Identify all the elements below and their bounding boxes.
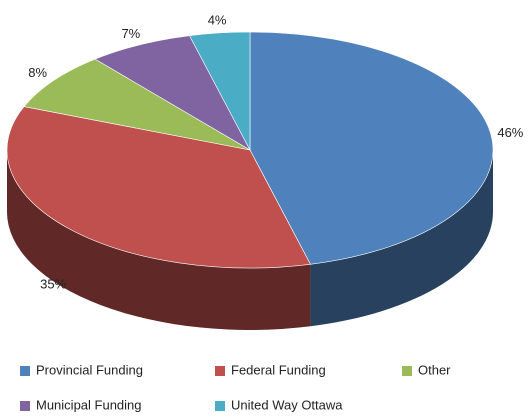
data-label: 8% (28, 65, 47, 80)
data-label: 35% (40, 276, 66, 291)
legend-swatch (215, 401, 225, 411)
slice-side (7, 150, 311, 330)
data-label: 46% (497, 125, 523, 140)
data-label: 4% (208, 13, 227, 28)
slice (23, 58, 251, 151)
legend-label: Municipal Funding (36, 397, 142, 412)
legend-item: Municipal Funding (20, 397, 142, 412)
slice (6, 106, 311, 269)
legend-label: Provincial Funding (36, 362, 143, 377)
data-label: 7% (121, 26, 140, 41)
slice (249, 31, 494, 265)
legend-swatch (215, 366, 225, 376)
legend-label: United Way Ottawa (231, 397, 343, 412)
legend-label: Other (418, 362, 451, 377)
slice (94, 35, 251, 151)
legend-swatch (20, 366, 30, 376)
legend-label: Federal Funding (231, 362, 326, 377)
legend-item: Federal Funding (215, 362, 326, 377)
legend-swatch (20, 401, 30, 411)
legend-item: Other (402, 362, 451, 377)
slice-side (310, 150, 493, 327)
legend-item: United Way Ottawa (215, 397, 343, 412)
legend-swatch (402, 366, 412, 376)
slice (189, 31, 251, 151)
legend-item: Provincial Funding (20, 362, 143, 377)
